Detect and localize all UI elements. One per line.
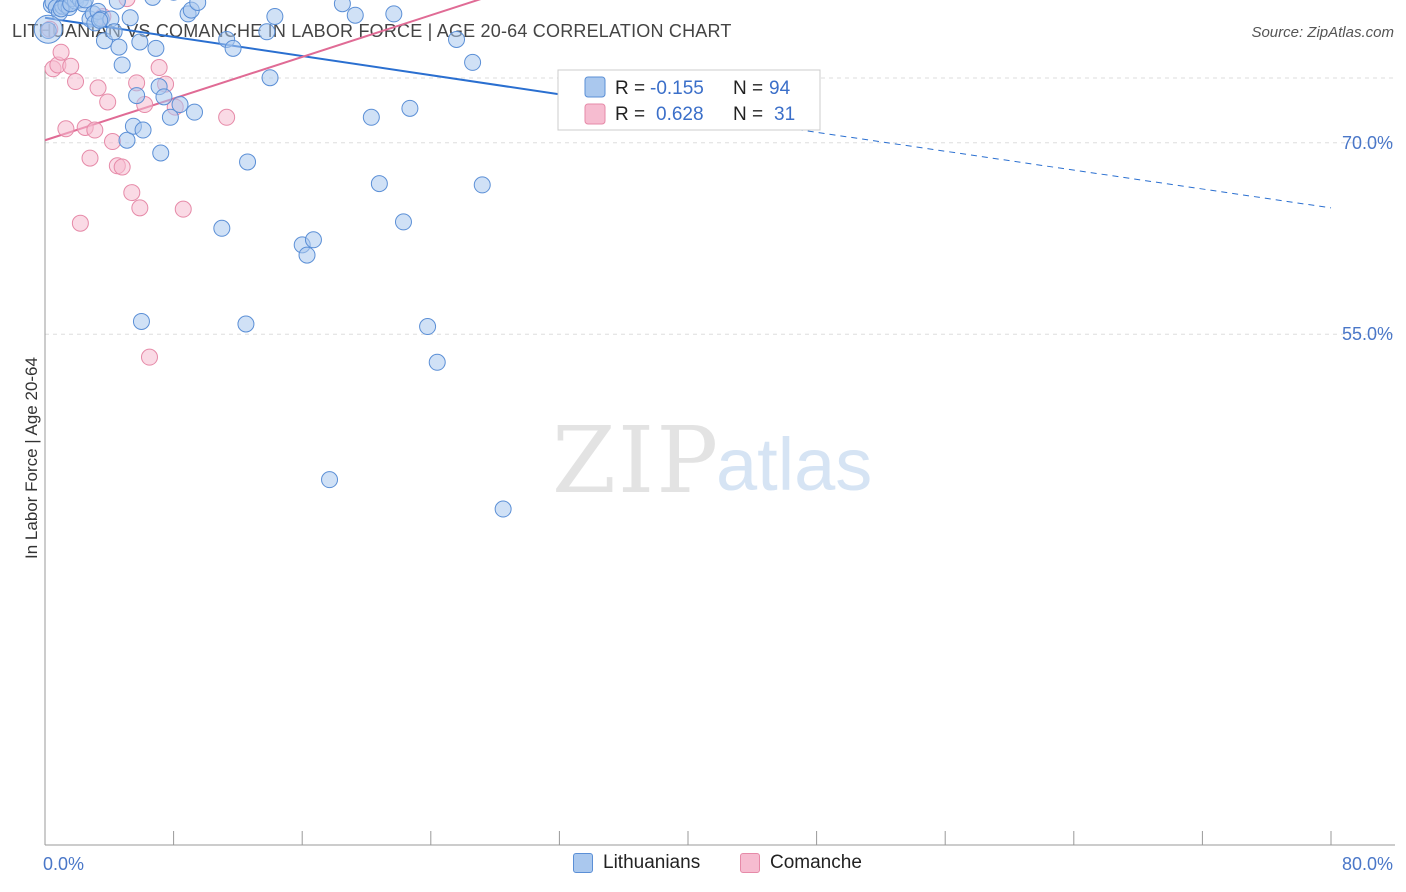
- lithuanians-point: [62, 0, 80, 13]
- comanche-point: [89, 79, 107, 97]
- lithuanians-point: [147, 39, 165, 57]
- lithuanians-point: [448, 30, 466, 48]
- comanche-point: [81, 149, 99, 167]
- axes: [44, 66, 1395, 846]
- y-tick-labels: 55.0%70.0%85.0%100.0%: [1342, 133, 1393, 344]
- legend-item-lithuanians: Lithuanians: [573, 852, 700, 874]
- legend-label-lithuanians: Lithuanians: [603, 852, 701, 873]
- lithuanians-point: [224, 39, 242, 57]
- y-tick-label: 70.0%: [1342, 133, 1393, 153]
- comanche-point: [150, 59, 168, 77]
- lithuanians-point: [419, 318, 437, 336]
- x-tick-label-max: 80.0%: [1342, 854, 1393, 874]
- lithuanians-point: [155, 88, 173, 106]
- lithuanians-point: [258, 23, 276, 41]
- lithuanians-point: [237, 315, 255, 333]
- y-axis-label: In Labor Force | Age 20-64: [22, 357, 41, 559]
- lithuanians-point: [185, 103, 203, 121]
- comanche-point: [57, 120, 75, 138]
- y-tick-label: 55.0%: [1342, 324, 1393, 344]
- comanche-point: [123, 184, 141, 202]
- lithuanians-point: [171, 96, 189, 114]
- lithuanians-point: [239, 153, 257, 171]
- lithuanians-point: [428, 353, 446, 371]
- legend-swatch-comanche: [584, 103, 606, 125]
- comanche-point: [71, 214, 89, 232]
- watermark: ZIP atlas: [552, 407, 872, 514]
- comanche-point: [131, 199, 149, 217]
- lithuanians-trend-extension: [687, 112, 1332, 209]
- comanche-point: [67, 73, 85, 91]
- lithuanians-point: [132, 312, 150, 330]
- legend-r-label-1: R =: [615, 78, 645, 99]
- legend-r-label-2: R =: [615, 104, 645, 125]
- comanche-point: [140, 348, 158, 366]
- lithuanians-point: [118, 131, 136, 149]
- legend-swatch-lithuanians: [584, 76, 606, 98]
- comanche-point: [86, 121, 104, 139]
- lithuanians-point: [362, 108, 380, 126]
- watermark-atlas: atlas: [716, 423, 872, 506]
- comanche-point: [99, 93, 117, 111]
- legend-n-value-2: 31: [774, 104, 795, 125]
- lithuanians-point: [91, 11, 109, 29]
- lithuanians-point: [333, 0, 351, 13]
- legend-item-comanche: Comanche: [740, 852, 862, 874]
- lithuanians-point: [473, 176, 491, 194]
- lithuanians-point: [394, 213, 412, 231]
- comanche-point: [52, 43, 70, 61]
- legend-n-label-1: N =: [733, 78, 763, 99]
- lithuanians-point: [298, 246, 316, 264]
- lithuanians-point: [76, 0, 94, 9]
- lithuanians-point: [266, 7, 284, 25]
- lithuanians-point: [401, 99, 419, 117]
- lithuanians-point: [321, 471, 339, 489]
- x-tick-labels: 0.0% 80.0%: [43, 854, 1393, 874]
- legend-n-label-2: N =: [733, 104, 763, 125]
- legend-label-comanche: Comanche: [770, 852, 862, 873]
- chart-title: LITHUANIAN VS COMANCHE IN LABOR FORCE | …: [12, 21, 732, 41]
- lithuanians-swatch: [573, 853, 593, 873]
- watermark-zip: ZIP: [552, 407, 720, 514]
- comanche-point: [113, 158, 131, 176]
- comanche-point: [62, 57, 80, 75]
- lithuanians-point: [385, 5, 403, 23]
- lithuanians-point: [110, 38, 128, 56]
- lithuanians-point: [189, 0, 207, 11]
- lithuanians-point: [213, 219, 231, 237]
- comanche-point: [104, 133, 122, 151]
- lithuanians-point: [134, 121, 152, 139]
- lithuanians-point: [108, 0, 126, 10]
- comanche-point: [174, 200, 192, 218]
- x-tick-label-min: 0.0%: [43, 854, 84, 874]
- legend-n-value-1: 94: [769, 78, 791, 99]
- legend-box: R = -0.155 N = 94 R = 0.628 N = 31: [557, 69, 821, 131]
- lithuanians-point: [113, 56, 131, 74]
- lithuanians-point: [494, 500, 512, 518]
- lithuanians-point: [131, 33, 149, 51]
- lithuanians-point: [370, 175, 388, 193]
- lithuanians-point: [161, 108, 179, 126]
- comanche-point: [218, 108, 236, 126]
- legend-r-value-2: 0.628: [656, 104, 704, 125]
- lithuanians-point: [346, 6, 364, 24]
- source-label: Source: ZipAtlas.com: [1251, 24, 1394, 41]
- lithuanians-point: [261, 69, 279, 87]
- lithuanians-point: [121, 9, 139, 27]
- comanche-swatch: [740, 853, 760, 873]
- lithuanians-point-cluster: [33, 14, 63, 44]
- lithuanians-point: [464, 53, 482, 71]
- legend-r-value-1: -0.155: [650, 78, 704, 99]
- lithuanians-point: [128, 87, 146, 105]
- lithuanians-point: [144, 0, 161, 6]
- lithuanians-point: [152, 144, 170, 162]
- comanche-trend-line: [44, 0, 482, 142]
- bottom-legend: Lithuanians Comanche: [0, 852, 1406, 878]
- lithuanians-point: [304, 231, 322, 249]
- lithuanians-point: [105, 23, 123, 41]
- data-points: [33, 0, 512, 518]
